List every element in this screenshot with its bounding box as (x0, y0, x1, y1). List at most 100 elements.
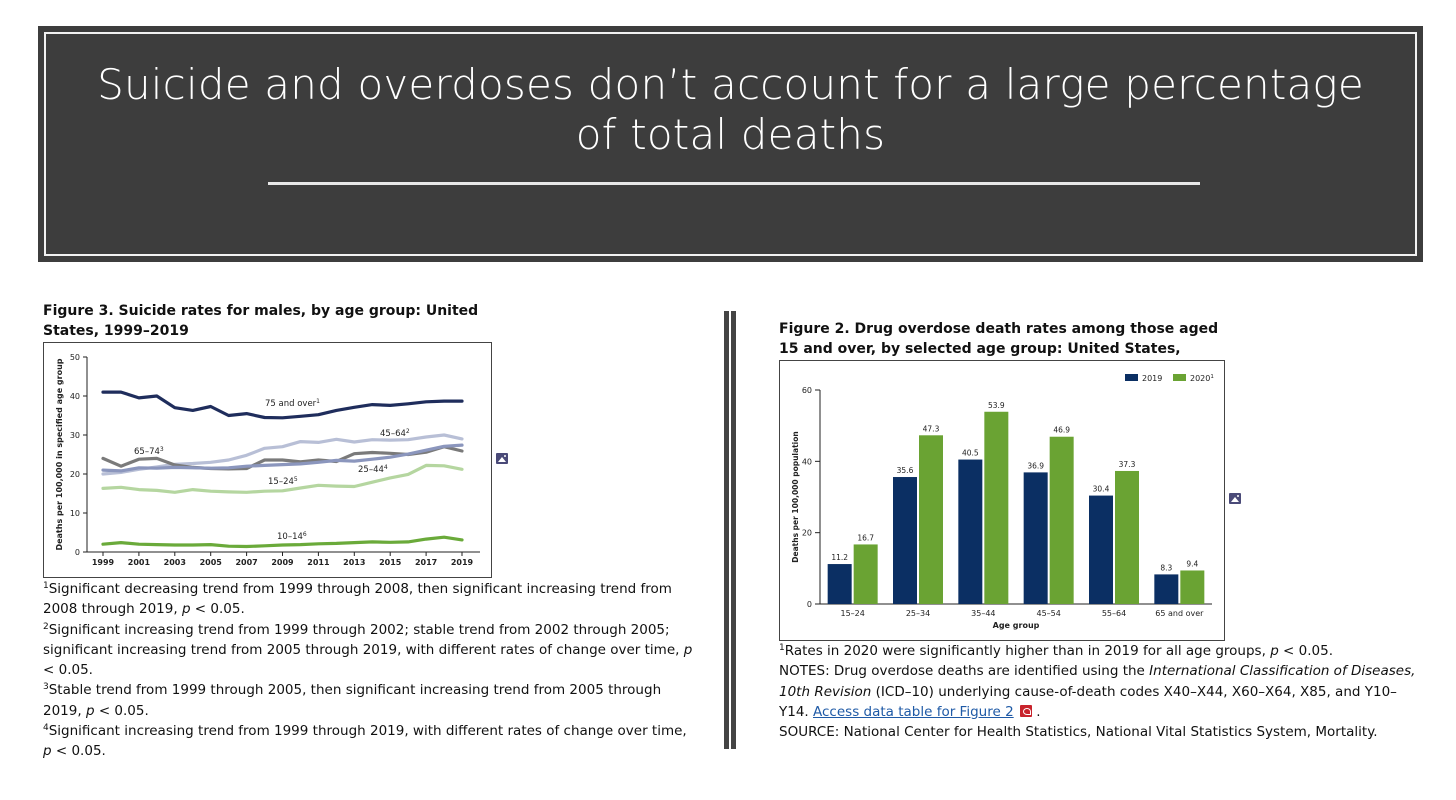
column-divider-right (731, 311, 736, 749)
legend-swatch-2020 (1173, 374, 1186, 381)
series-label-45–64: 45–642 (380, 428, 410, 439)
series-label-15–24: 15–245 (268, 476, 298, 487)
overdose-bar-chart: 0 20 40 60 Deaths per 100,000 population Age … (791, 374, 1214, 630)
series-label-sup: 2 (406, 428, 410, 435)
y-tick-label: 60 (802, 386, 812, 395)
legend-label-2019: 2019 (1142, 374, 1162, 383)
bar-2020-55–64 (1115, 470, 1139, 604)
x-tick-label: 2011 (307, 558, 330, 567)
slide-title: Suicide and overdoses don’t account for … (97, 60, 1364, 159)
category-label: 65 and over (1155, 609, 1204, 618)
legend-swatch-2019 (1125, 374, 1138, 381)
x-tick-label: 2005 (200, 558, 223, 567)
series-line-75 and over (101, 390, 464, 420)
x-tick-label: 2013 (343, 558, 365, 567)
series-label-65–74: 65–743 (134, 446, 164, 457)
title-underline (268, 182, 1200, 185)
series-label-sup: 4 (384, 464, 388, 471)
image-icon[interactable] (496, 453, 508, 464)
figure-2-notes: 1Rates in 2020 were significantly higher… (779, 641, 1419, 742)
y-tick-label: 20 (802, 529, 812, 538)
y-axis-label: Deaths per 100,000 population (791, 431, 800, 562)
series-label-sup: 1 (316, 398, 320, 405)
column-divider-left (724, 311, 729, 749)
series-label-sup: 3 (160, 446, 164, 453)
figure-2-notes-text: NOTES: Drug overdose deaths are identifi… (779, 663, 1416, 720)
series-label-sup: 5 (294, 476, 298, 483)
bar-2019-15–24 (827, 564, 852, 604)
footnote-1: 1Significant decreasing trend from 1999 … (43, 581, 672, 618)
bar-value-label: 8.3 (1160, 563, 1172, 572)
x-tick-label: 2017 (415, 558, 437, 567)
category-label: 35–44 (971, 609, 995, 618)
bar-2020-25–34 (919, 435, 943, 604)
pdf-icon[interactable] (1019, 704, 1032, 717)
series-line-10–14 (101, 535, 464, 549)
title-banner-frame: Suicide and overdoses don’t account for … (44, 32, 1417, 256)
y-tick-label: 40 (70, 392, 80, 401)
y-tick-label: 50 (70, 353, 80, 362)
figure-2-chart: 0 20 40 60 Deaths per 100,000 population Age … (779, 360, 1225, 641)
footnote-4: 4Significant increasing trend from 1999 … (43, 723, 687, 760)
category-label: 55–64 (1102, 609, 1126, 618)
bar-value-label: 30.4 (1093, 485, 1110, 494)
x-axis-label: Age group (993, 621, 1040, 630)
figure-3-caption: Figure 3. Suicide rates for males, by ag… (43, 303, 479, 339)
image-icon[interactable] (1229, 493, 1241, 504)
y-tick-label: 20 (70, 470, 80, 479)
bar-value-label: 40.5 (962, 449, 979, 458)
bar-2019-35–44 (958, 459, 983, 604)
bar-2020-65 and over (1180, 570, 1205, 604)
series-label-sup: 6 (303, 531, 307, 538)
category-label: 25–34 (906, 609, 930, 618)
bar-value-label: 16.7 (857, 533, 874, 542)
title-banner: Suicide and overdoses don’t account for … (38, 26, 1423, 262)
footnote-3: 3Stable trend from 1999 through 2005, th… (43, 682, 662, 719)
series-label-75 and over: 75 and over1 (265, 398, 320, 409)
series-line-25–44 (101, 443, 464, 473)
figure-3-notes: 1Significant decreasing trend from 1999 … (43, 579, 693, 762)
x-tick-label: 2007 (235, 558, 257, 567)
bar-2019-45–54 (1023, 472, 1048, 604)
figure-3-chart: 0 10 20 30 40 50 1999 2001 2003 2005 2007 2009 2011 2… (43, 342, 492, 578)
data-table-link[interactable]: Access data table for Figure 2 (813, 703, 1014, 720)
bar-value-label: 46.9 (1053, 426, 1070, 435)
series-line-15–24 (101, 463, 464, 494)
legend-label-2020: 20201 (1190, 374, 1214, 383)
bar-value-label: 37.3 (1119, 460, 1136, 469)
y-tick-label: 10 (70, 509, 80, 518)
y-tick-label: 30 (70, 431, 80, 440)
x-tick-label: 2009 (271, 558, 294, 567)
x-tick-label: 2003 (164, 558, 186, 567)
bar-2019-55–64 (1089, 495, 1113, 604)
y-tick-label: 40 (802, 457, 812, 466)
series-label-25–44: 25–444 (358, 464, 388, 475)
x-tick-label: 1999 (92, 558, 115, 567)
y-tick-label: 0 (75, 548, 80, 557)
figure-2-footnote-1: 1Rates in 2020 were significantly higher… (779, 643, 1334, 659)
footnote-2: 2Significant increasing trend from 1999 … (43, 621, 693, 679)
x-tick-label: 2019 (451, 558, 474, 567)
bar-2019-65 and over (1154, 574, 1179, 604)
bar-value-label: 35.6 (897, 466, 914, 475)
bar-2020-35–44 (984, 411, 1009, 604)
series-line-45–64 (101, 433, 464, 476)
category-label: 15–24 (840, 609, 864, 618)
bar-2020-15–24 (853, 544, 878, 604)
figure-2-source: SOURCE: National Center for Health Stati… (779, 724, 1378, 741)
bar-2019-25–34 (893, 477, 917, 604)
suicide-line-chart: 0 10 20 30 40 50 1999 2001 2003 2005 2007 2009 2011 2… (55, 353, 480, 567)
bar-value-label: 36.9 (1027, 461, 1044, 470)
bar-value-label: 11.2 (831, 553, 848, 562)
series-label-10–14: 10–146 (277, 531, 307, 542)
bar-2020-45–54 (1049, 436, 1074, 604)
x-tick-label: 2015 (379, 558, 402, 567)
y-tick-label: 0 (807, 600, 812, 609)
bar-value-label: 53.9 (988, 401, 1005, 410)
legend-label-sup: 1 (1210, 374, 1214, 380)
bar-value-label: 9.4 (1186, 559, 1198, 568)
category-label: 45–54 (1036, 609, 1060, 618)
y-axis-label: Deaths per 100,000 in specified age grou… (55, 358, 64, 550)
x-tick-label: 2001 (128, 558, 151, 567)
bar-value-label: 47.3 (923, 424, 940, 433)
